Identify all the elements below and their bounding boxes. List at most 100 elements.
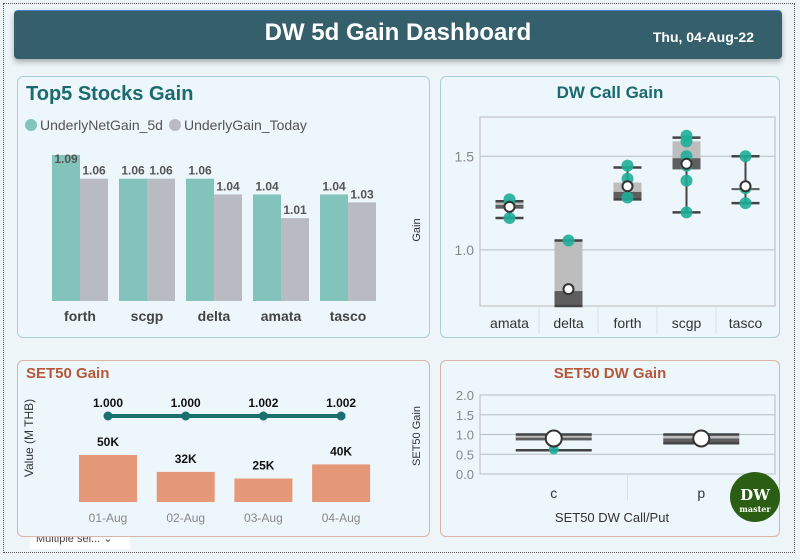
mean-marker[interactable] bbox=[621, 180, 634, 193]
bar-scgp-netgain5d[interactable] bbox=[119, 178, 147, 301]
data-point[interactable] bbox=[739, 197, 752, 210]
line-point[interactable] bbox=[336, 411, 346, 421]
dw-call-title: DW Call Gain bbox=[556, 83, 664, 102]
bar-scgp-today[interactable] bbox=[147, 178, 175, 301]
dashboard-title: DW 5d Gain Dashboard bbox=[264, 19, 532, 46]
data-point[interactable] bbox=[680, 129, 693, 142]
line-point[interactable] bbox=[103, 411, 113, 421]
data-label: 1.04 bbox=[216, 179, 240, 193]
set50-title: SET50 Gain bbox=[26, 365, 110, 382]
data-label: 1.01 bbox=[283, 203, 307, 217]
bar-tasco-today[interactable] bbox=[348, 202, 376, 301]
line-data-label: 1.000 bbox=[171, 396, 201, 410]
bar-data-label: 50K bbox=[97, 435, 119, 449]
data-label: 1.06 bbox=[121, 164, 145, 178]
x-tick-label: amata bbox=[261, 308, 302, 324]
x-tick-label: 01-Aug bbox=[89, 511, 128, 525]
data-label: 1.04 bbox=[255, 179, 279, 193]
mean-marker[interactable] bbox=[544, 429, 563, 448]
data-label: 1.03 bbox=[350, 187, 374, 201]
y-axis-title: SET50 Gain bbox=[411, 406, 423, 466]
x-tick-label: 02-Aug bbox=[166, 511, 205, 525]
legend-dot-icon bbox=[168, 119, 181, 131]
x-tick-label: c bbox=[550, 485, 557, 501]
x-tick-label: 03-Aug bbox=[244, 511, 283, 525]
y-tick-label: 0.0 bbox=[456, 467, 474, 482]
data-label: 1.06 bbox=[82, 164, 106, 178]
bar-forth-netgain5d[interactable] bbox=[52, 155, 80, 301]
bar-01-Aug[interactable] bbox=[79, 455, 137, 502]
bar-02-Aug[interactable] bbox=[156, 471, 215, 502]
bar-data-label: 40K bbox=[330, 444, 352, 458]
top5-title: Top5 Stocks Gain bbox=[26, 83, 194, 105]
data-point[interactable] bbox=[503, 212, 516, 225]
legend-item-netgain[interactable]: UnderlyNetGain_5d bbox=[25, 117, 163, 133]
x-tick-label: p bbox=[697, 485, 705, 501]
dw-master-logo bbox=[730, 472, 780, 522]
x-tick-label: scgp bbox=[131, 308, 164, 324]
y-tick-label: 1.0 bbox=[456, 428, 474, 443]
data-point[interactable] bbox=[562, 234, 575, 247]
data-point[interactable] bbox=[680, 206, 693, 219]
box-lower-delta[interactable] bbox=[554, 291, 583, 306]
bar-delta-netgain5d[interactable] bbox=[186, 178, 214, 301]
x-tick-label: amata bbox=[490, 315, 529, 331]
bar-amata-netgain5d[interactable] bbox=[253, 194, 281, 301]
y-tick-label: 1.5 bbox=[455, 148, 475, 164]
line-point[interactable] bbox=[181, 411, 191, 421]
bar-data-label: 32K bbox=[175, 452, 197, 466]
bar-tasco-netgain5d[interactable] bbox=[320, 194, 348, 301]
x-axis-title: SET50 DW Call/Put bbox=[555, 510, 670, 525]
legend-dot-icon bbox=[25, 119, 37, 131]
y-tick-label: 0.5 bbox=[456, 447, 474, 462]
dashboard-header: DW 5d Gain Dashboard Thu, 04-Aug-22 bbox=[14, 10, 782, 59]
x-tick-label: tasco bbox=[729, 315, 763, 331]
legend-label: UnderlyGain_Today bbox=[183, 117, 307, 133]
box-upper-delta[interactable] bbox=[554, 240, 583, 292]
bar-03-Aug[interactable] bbox=[234, 478, 293, 503]
plot-area bbox=[479, 116, 776, 307]
logo-text: DW bbox=[740, 486, 771, 504]
line-point[interactable] bbox=[258, 411, 268, 421]
bar-04-Aug[interactable] bbox=[312, 464, 371, 502]
x-tick-label: delta bbox=[553, 315, 584, 331]
mean-marker[interactable] bbox=[503, 200, 516, 213]
y-tick-label: 1.0 bbox=[455, 242, 475, 258]
box-upper-scgp[interactable] bbox=[672, 141, 701, 159]
x-tick-label: tasco bbox=[330, 308, 367, 324]
data-point[interactable] bbox=[621, 191, 634, 204]
x-tick-label: delta bbox=[198, 308, 231, 324]
x-tick-label: forth bbox=[613, 315, 641, 331]
bar-delta-today[interactable] bbox=[214, 194, 242, 301]
data-label: 1.06 bbox=[188, 164, 212, 178]
bar-forth-today[interactable] bbox=[80, 178, 108, 301]
y-tick-label: 2.0 bbox=[456, 388, 474, 403]
legend-label: UnderlyNetGain_5d bbox=[40, 117, 163, 133]
bar-data-label: 25K bbox=[252, 459, 274, 473]
line-data-label: 1.000 bbox=[93, 396, 123, 410]
logo-subtext: master bbox=[739, 504, 771, 514]
data-label: 1.06 bbox=[149, 164, 173, 178]
line-data-label: 1.002 bbox=[326, 396, 356, 410]
x-tick-label: 04-Aug bbox=[322, 511, 361, 525]
y-axis-title: Gain bbox=[411, 218, 423, 241]
data-point[interactable] bbox=[680, 174, 693, 187]
set50-gain-panel: SET50 Gain bbox=[17, 360, 430, 537]
mean-marker[interactable] bbox=[562, 283, 575, 296]
legend-item-today[interactable]: UnderlyGain_Today bbox=[168, 117, 307, 133]
canvas-frame bbox=[3, 3, 795, 553]
data-label: 1.04 bbox=[322, 179, 346, 193]
data-point[interactable] bbox=[739, 150, 752, 163]
mean-marker[interactable] bbox=[680, 157, 693, 170]
data-point[interactable] bbox=[621, 159, 634, 172]
mean-marker[interactable] bbox=[692, 429, 711, 448]
top5-legend: UnderlyNetGain_5d UnderlyGain_Today bbox=[25, 117, 307, 133]
report-date: Thu, 04-Aug-22 bbox=[652, 29, 754, 45]
data-label: 1.09 bbox=[54, 152, 78, 166]
bar-amata-today[interactable] bbox=[281, 218, 309, 301]
mean-marker[interactable] bbox=[739, 180, 752, 193]
x-tick-label: forth bbox=[64, 308, 96, 324]
set50-dw-title: SET50 DW Gain bbox=[553, 365, 667, 382]
line-data-label: 1.002 bbox=[248, 396, 278, 410]
